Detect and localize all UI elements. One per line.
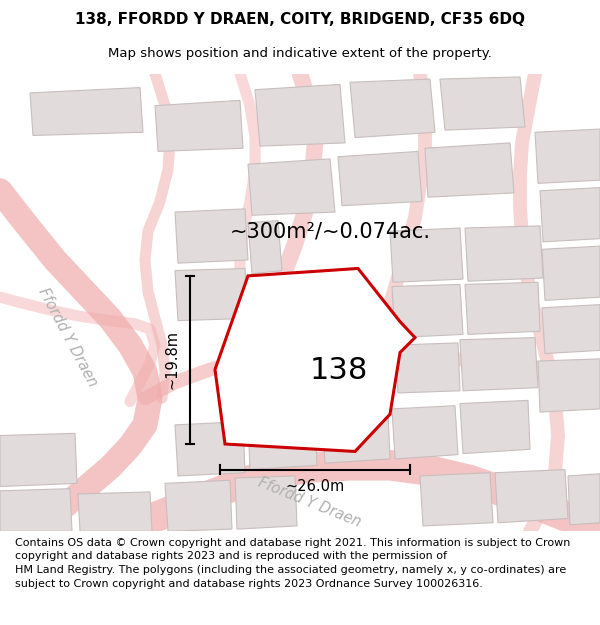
- Polygon shape: [425, 143, 514, 197]
- Text: ~26.0m: ~26.0m: [286, 479, 344, 494]
- Text: Ffordd Y Draen: Ffordd Y Draen: [35, 286, 100, 389]
- Polygon shape: [568, 474, 600, 525]
- Polygon shape: [322, 411, 390, 463]
- Polygon shape: [175, 422, 245, 476]
- Polygon shape: [395, 343, 460, 393]
- Polygon shape: [440, 77, 525, 130]
- Text: ~300m²/~0.074ac.: ~300m²/~0.074ac.: [230, 221, 431, 241]
- Polygon shape: [538, 359, 600, 412]
- Polygon shape: [392, 406, 458, 459]
- Polygon shape: [495, 469, 568, 522]
- Polygon shape: [30, 88, 143, 136]
- Polygon shape: [460, 338, 538, 391]
- Polygon shape: [165, 480, 232, 531]
- Polygon shape: [215, 269, 415, 451]
- Polygon shape: [420, 472, 493, 526]
- Text: Map shows position and indicative extent of the property.: Map shows position and indicative extent…: [108, 48, 492, 61]
- Text: 138: 138: [310, 356, 368, 384]
- Polygon shape: [465, 226, 543, 281]
- Polygon shape: [540, 188, 600, 242]
- Polygon shape: [255, 84, 345, 146]
- Polygon shape: [175, 269, 248, 321]
- Text: Ffordd Y Draen: Ffordd Y Draen: [256, 475, 364, 530]
- Polygon shape: [392, 284, 463, 338]
- Polygon shape: [338, 151, 422, 206]
- Polygon shape: [0, 489, 72, 531]
- Polygon shape: [460, 401, 530, 454]
- Polygon shape: [155, 101, 243, 151]
- Polygon shape: [390, 228, 463, 282]
- Text: ~19.8m: ~19.8m: [164, 331, 179, 389]
- Polygon shape: [248, 416, 317, 469]
- Polygon shape: [542, 246, 600, 301]
- Polygon shape: [248, 159, 335, 215]
- Text: Contains OS data © Crown copyright and database right 2021. This information is : Contains OS data © Crown copyright and d…: [15, 538, 571, 589]
- Polygon shape: [535, 129, 600, 183]
- Polygon shape: [175, 209, 248, 263]
- Text: 138, FFORDD Y DRAEN, COITY, BRIDGEND, CF35 6DQ: 138, FFORDD Y DRAEN, COITY, BRIDGEND, CF…: [75, 12, 525, 28]
- Polygon shape: [78, 492, 152, 531]
- Polygon shape: [465, 282, 540, 334]
- Polygon shape: [542, 304, 600, 354]
- Polygon shape: [350, 79, 435, 138]
- Polygon shape: [0, 433, 77, 487]
- Polygon shape: [248, 221, 282, 274]
- Polygon shape: [235, 476, 297, 529]
